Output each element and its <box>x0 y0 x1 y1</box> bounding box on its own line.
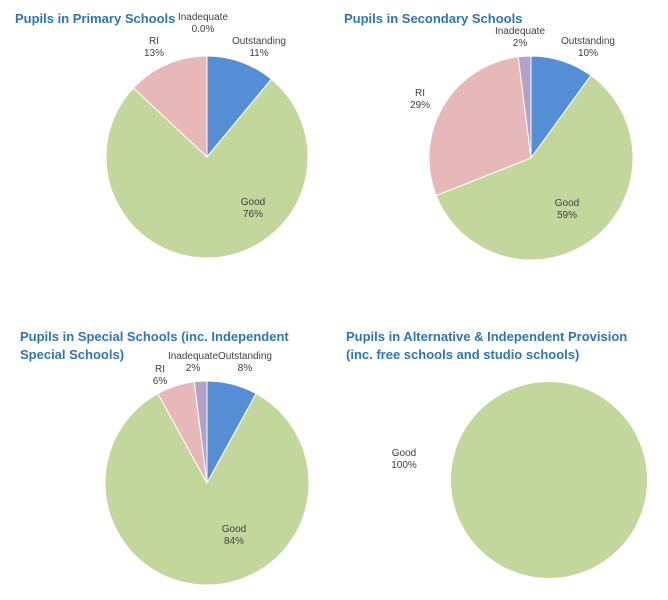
pie-slice-ri <box>428 56 532 197</box>
data-label-good: Good 76% <box>241 197 265 220</box>
chart-title-line: Pupils in Secondary Schools <box>344 11 523 26</box>
chart-title-line: Pupils in Special Schools (inc. Independ… <box>20 329 289 344</box>
pie-chart-alternative: Pupils in Alternative & Independent Prov… <box>334 300 668 600</box>
pie-chart-special: Pupils in Special Schools (inc. Independ… <box>0 300 334 600</box>
data-label-inadequate: Inadequate 2% <box>168 351 218 374</box>
data-label-inadequate: Inadequate 2% <box>495 26 545 49</box>
pie-slice-good <box>435 74 634 261</box>
pie-slice-inadequate <box>193 380 208 484</box>
data-label-good: Good 100% <box>391 448 417 471</box>
pie-chart-primary: Pupils in Primary Schools Outstanding 11%… <box>0 0 334 300</box>
pie-slice-good <box>104 392 310 586</box>
data-label-outstanding: Outstanding 11% <box>232 36 286 59</box>
data-label-ri: RI 13% <box>144 36 164 59</box>
pie-svg: Outstanding 8% Good 84% RI 6%Inadequate 2% <box>104 351 310 586</box>
chart-title: Pupils in Alternative & Independent Prov… <box>346 328 627 364</box>
pie-svg: Outstanding 11% Good 76% RI 13% Inadequate 0.0% <box>105 12 309 259</box>
chart-title: Pupils in Secondary Schools <box>344 10 522 28</box>
data-label-ri: RI 6% <box>153 364 168 387</box>
chart-title-line: (inc. free schools and studio schools) <box>346 347 580 362</box>
data-label-outstanding: Outstanding 10% <box>561 36 615 59</box>
data-label-inadequate: Inadequate 0.0% <box>178 12 228 35</box>
pie-slice-outstanding <box>206 55 273 159</box>
data-label-outstanding: Outstanding 8% <box>218 351 272 374</box>
pie-slice-inadequate <box>517 55 532 159</box>
data-label-good: Good 84% <box>222 524 246 547</box>
data-label-good: Good 59% <box>555 198 579 221</box>
chart-title: Pupils in Primary Schools <box>15 10 175 28</box>
chart-title-line: Special Schools) <box>20 347 125 362</box>
chart-title: Pupils in Special Schools (inc. Independ… <box>20 328 289 364</box>
chart-title-line: Pupils in Primary Schools <box>15 11 176 26</box>
pie-chart-secondary: Pupils in Secondary Schools Outstanding 1… <box>334 0 668 300</box>
pie-slice-good <box>105 78 309 259</box>
chart-title-line: Pupils in Alternative & Independent Prov… <box>346 329 628 344</box>
pie-svg: Good 100% <box>391 382 647 578</box>
pie-slice-good <box>451 382 647 578</box>
data-label-ri: RI 29% <box>410 88 430 111</box>
pie-svg: Outstanding 10% Good 59% RI 29% Inadequate 2% <box>410 26 634 261</box>
pie-slice-ri <box>132 55 208 159</box>
